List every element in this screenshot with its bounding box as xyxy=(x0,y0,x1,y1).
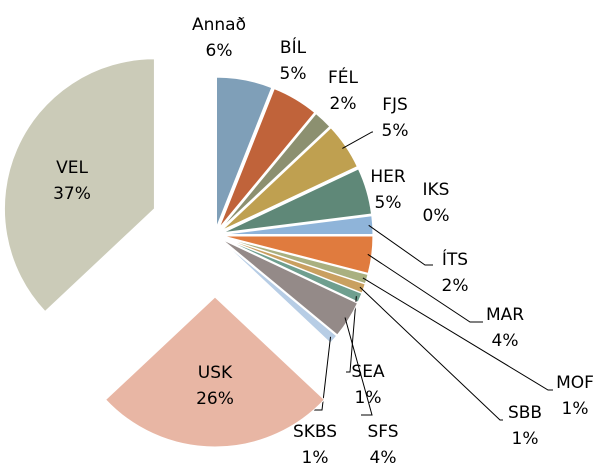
pie-slice xyxy=(221,238,359,336)
leader-line xyxy=(359,286,503,421)
slice-value: 2% xyxy=(330,94,357,114)
leader-line xyxy=(367,253,483,323)
leader-line xyxy=(342,131,373,149)
pie-slice xyxy=(215,76,273,228)
slice-value: 4% xyxy=(370,448,397,468)
slice-label: VEL xyxy=(56,158,88,178)
slice-label: Annað xyxy=(192,15,246,35)
slice-value: 1% xyxy=(512,429,539,449)
pie-slice xyxy=(3,58,155,313)
slice-label: SBB xyxy=(508,403,542,423)
slice-value: 5% xyxy=(382,121,409,141)
slice-value: 4% xyxy=(492,331,519,351)
slice-label: BÍL xyxy=(280,36,307,58)
slice-label: FÉL xyxy=(328,66,359,88)
slice-label: HER xyxy=(370,167,406,187)
pie-slice xyxy=(104,296,326,448)
leader-line xyxy=(344,317,373,416)
slice-label: USK xyxy=(198,363,233,383)
slice-label: MAR xyxy=(486,305,524,325)
slice-label: SEA xyxy=(351,362,385,382)
slice-label: ÍTS xyxy=(442,248,468,270)
pie-slice xyxy=(222,236,369,285)
slice-value: 2% xyxy=(442,276,469,296)
pie-slice xyxy=(220,239,338,344)
pie-slice xyxy=(220,112,331,230)
slice-label: FJS xyxy=(382,95,408,115)
pie-slice xyxy=(218,87,316,229)
slice-label: MOF xyxy=(556,373,594,393)
leader-line xyxy=(362,277,553,391)
pie-slice xyxy=(222,237,366,294)
pie-slice xyxy=(222,168,373,234)
slice-value: 1% xyxy=(562,399,589,419)
slice-value: 37% xyxy=(53,184,91,204)
slice-label: IKS xyxy=(423,180,450,200)
pie-slice xyxy=(222,237,363,303)
pie-slice xyxy=(222,235,374,274)
pie-slice xyxy=(222,215,374,235)
slice-value: 6% xyxy=(206,41,233,61)
slice-value: 0% xyxy=(423,206,450,226)
slice-label: SFS xyxy=(367,422,398,442)
slice-value: 1% xyxy=(302,448,329,468)
leader-line xyxy=(368,224,433,266)
slice-value: 5% xyxy=(375,193,402,213)
slice-label: SKBS xyxy=(293,422,337,442)
slice-value: 1% xyxy=(355,388,382,408)
leader-line xyxy=(346,296,357,373)
slice-value: 26% xyxy=(196,389,234,409)
slice-value: 5% xyxy=(280,64,307,84)
